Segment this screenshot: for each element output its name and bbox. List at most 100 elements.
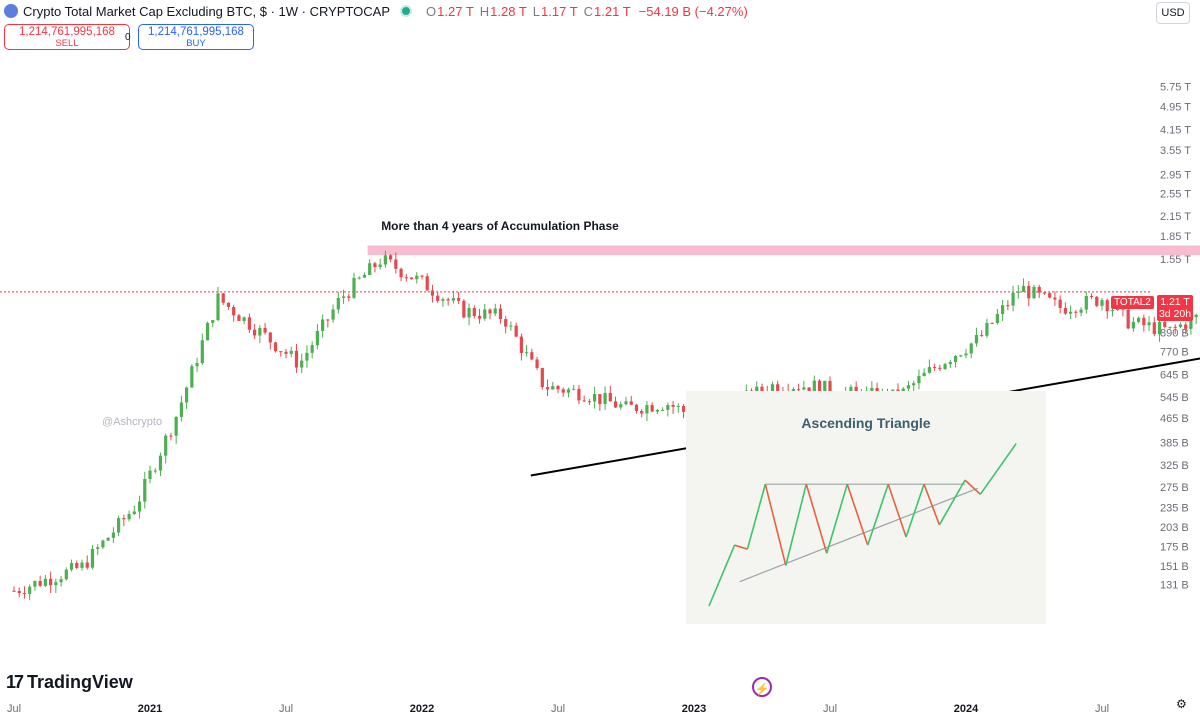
candle-body	[185, 387, 189, 403]
candle-body	[1063, 307, 1067, 314]
price-axis[interactable]: 5.75 T 4.95 T 4.15 T 3.55 T 2.95 T 2.55 T 2.15…	[1160, 82, 1191, 592]
low-label: L	[532, 3, 541, 19]
symbol-logo-icon	[4, 4, 18, 18]
candle-body	[849, 386, 853, 393]
candle-body	[634, 404, 639, 411]
inset-price-segment	[923, 483, 941, 526]
candle-body	[216, 293, 220, 321]
candle-body	[1032, 286, 1036, 299]
candle-body	[1131, 321, 1135, 329]
candle-body	[394, 259, 398, 269]
candle-body	[137, 501, 142, 512]
price-tick-label: 2.95 T	[1160, 169, 1191, 181]
candle-body	[132, 511, 136, 515]
candle-body	[922, 372, 926, 377]
price-tick-label: 275 B	[1160, 482, 1189, 494]
candle-body	[1001, 305, 1005, 315]
candle-body	[409, 277, 414, 280]
price-tick-label: 1.85 T	[1160, 231, 1191, 243]
candle-body	[645, 405, 649, 414]
inset-price-segment	[979, 443, 1017, 495]
inset-price-segment	[938, 479, 966, 526]
candle-body	[237, 315, 241, 321]
candle-body	[341, 296, 346, 298]
candle-body	[430, 290, 435, 296]
symbol-title[interactable]: Crypto Total Market Cap Excluding BTC, $…	[23, 3, 391, 19]
candle-body	[101, 540, 105, 548]
candle-body	[22, 593, 27, 595]
price-tick-label: 890 B	[1160, 327, 1189, 339]
candle-body	[974, 335, 979, 344]
price-tick-label: 235 B	[1160, 503, 1189, 515]
candle-body	[1157, 322, 1162, 335]
resistance-zone	[367, 245, 1200, 256]
candle-body	[990, 322, 994, 324]
open-label: O	[426, 3, 437, 19]
tradingview-logo[interactable]: 17 TradingView	[6, 672, 133, 693]
candle-body	[247, 317, 251, 330]
candle-body	[190, 366, 194, 388]
candle-body	[111, 532, 115, 538]
lightning-icon[interactable]: ⚡	[752, 677, 772, 697]
price-tick-label: 131 B	[1160, 580, 1189, 592]
candle-body	[43, 578, 47, 586]
candle-body	[38, 580, 42, 586]
candle-body	[1011, 292, 1015, 306]
price-tick-label: 325 B	[1160, 460, 1189, 472]
candle-body	[300, 360, 304, 368]
buy-button[interactable]: 1,214,761,995,168 BUY	[138, 24, 254, 50]
candle-body	[59, 579, 63, 583]
candle-body	[812, 380, 816, 392]
candle-body	[1048, 293, 1052, 298]
candle-body	[498, 308, 503, 320]
candle-body	[1189, 317, 1193, 329]
ascending-triangle-diagram	[708, 443, 1017, 607]
candle-body	[420, 275, 424, 277]
candle-body	[797, 389, 801, 391]
candle-body	[352, 277, 356, 298]
time-axis[interactable]: Jul2021Jul2022Jul2023Jul2024Jul2025Jul20…	[7, 703, 1200, 715]
candle-body	[117, 518, 121, 533]
candle-body	[561, 389, 565, 393]
currency-selector[interactable]: USD	[1156, 2, 1190, 24]
candle-body	[467, 308, 471, 318]
candle-body	[933, 367, 937, 369]
candle-body	[828, 380, 832, 395]
price-tick-label: 175 B	[1160, 541, 1189, 553]
accumulation-annotation: More than 4 years of Accumulation Phase	[381, 219, 619, 233]
candle-body	[383, 255, 387, 265]
candle-body	[49, 578, 53, 586]
candle-body	[619, 404, 623, 408]
sell-button[interactable]: 1,214,761,995,168 SELL	[4, 24, 130, 50]
candle-body	[143, 478, 147, 502]
inset-price-segment	[785, 484, 808, 566]
candle-body	[253, 329, 257, 336]
candle-body	[1152, 322, 1156, 335]
candle-body	[211, 320, 215, 323]
candle-body	[1173, 326, 1177, 328]
candle-body	[671, 404, 675, 407]
candle-body	[357, 277, 361, 279]
sell-price: 1,214,761,995,168	[19, 26, 115, 38]
price-tick-label: 545 B	[1160, 392, 1189, 404]
candle-body	[158, 455, 163, 471]
candle-body	[519, 336, 523, 354]
candle-body	[980, 335, 984, 337]
close-value: 1.21 T	[594, 3, 631, 19]
candle-body	[436, 295, 440, 301]
candle-body	[1037, 286, 1041, 293]
price-tick-label: 2.15 T	[1160, 211, 1191, 223]
settings-icon[interactable]: ⚙	[1176, 697, 1187, 711]
author-watermark: @Ashcrypto	[102, 416, 163, 428]
candle-body	[284, 351, 288, 354]
open-value: 1.27 T	[437, 3, 474, 19]
candle-body	[378, 264, 382, 268]
candle-body	[226, 302, 231, 308]
price-tick-label: 465 B	[1160, 413, 1189, 425]
candle-body	[938, 367, 942, 369]
candle-body	[593, 394, 597, 402]
candle-body	[362, 274, 367, 278]
candle-body	[676, 406, 680, 408]
candle-body	[174, 416, 178, 436]
